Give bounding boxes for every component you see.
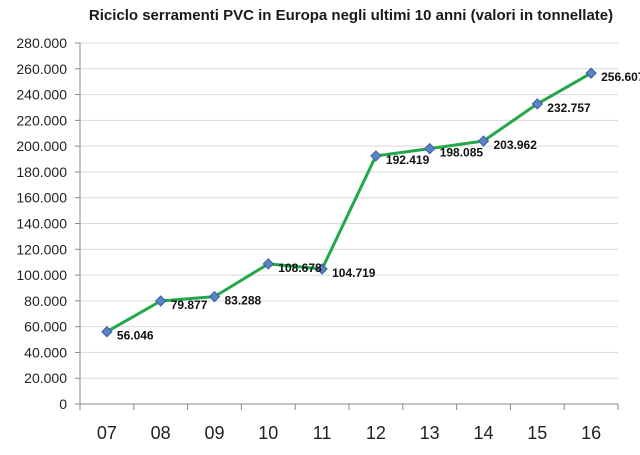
- y-tick-label: 280.000: [16, 35, 67, 51]
- y-tick-label: 60.000: [24, 319, 67, 335]
- series-line: [106, 71, 592, 334]
- data-point-marker: [154, 295, 167, 307]
- y-tick-label: 240.000: [16, 87, 67, 103]
- data-label: 256.607: [601, 70, 640, 84]
- y-tick-label: 120.000: [16, 241, 67, 257]
- data-point-marker: [262, 258, 275, 270]
- x-tick-label: 09: [204, 423, 224, 443]
- x-tick-label: 16: [581, 423, 601, 443]
- x-axis-ticks: 07 08 09 10 11 12 13 14 15 16: [97, 423, 601, 443]
- y-axis-ticks: 0 20.000 40.000 60.000 80.000 100.000 120.000 1…: [16, 35, 67, 412]
- y-tick-label: 200.000: [16, 138, 67, 154]
- data-point-marker: [101, 326, 113, 338]
- y-tick-label: 0: [59, 396, 67, 412]
- x-tick-label: 13: [420, 423, 440, 443]
- gridlines: [80, 42, 618, 379]
- data-label: 203.962: [494, 138, 538, 152]
- data-label: 104.719: [332, 266, 376, 280]
- data-point-marker: [316, 263, 328, 275]
- y-tick-label: 220.000: [16, 112, 67, 128]
- data-point-marker: [208, 290, 221, 303]
- y-tick-label: 180.000: [16, 164, 67, 180]
- data-label: 83.288: [225, 294, 262, 308]
- data-label: 232.757: [547, 101, 591, 115]
- x-tick-label: 11: [313, 423, 332, 443]
- x-tick-label: 15: [527, 423, 547, 443]
- y-tick-label: 140.000: [16, 216, 67, 232]
- data-label: 198.085: [440, 146, 484, 160]
- y-tick-label: 160.000: [16, 190, 67, 206]
- data-label: 108.678: [278, 261, 322, 275]
- data-point-marker: [585, 67, 597, 79]
- data-label: 79.877: [171, 298, 208, 312]
- data-label: 56.046: [117, 329, 154, 343]
- y-tick-label: 80.000: [24, 293, 67, 309]
- data-point-marker: [370, 150, 382, 162]
- series-line-path: [106, 71, 592, 334]
- x-tick-label: 08: [151, 423, 171, 443]
- series-markers: [101, 67, 597, 338]
- data-point-marker: [531, 98, 544, 110]
- x-tick-label: 07: [97, 423, 117, 443]
- y-tick-label: 20.000: [24, 370, 67, 386]
- y-tick-label: 40.000: [24, 344, 67, 360]
- x-tick-label: 14: [473, 423, 493, 443]
- data-point-marker: [423, 142, 436, 155]
- data-labels: 56.046 79.877 83.288 108.678 104.719 192.419 1…: [117, 70, 640, 343]
- x-tick-label: 10: [258, 423, 278, 443]
- x-tick-label: 12: [366, 423, 386, 443]
- data-label: 192.419: [386, 153, 430, 167]
- y-tick-label: 100.000: [16, 267, 67, 283]
- axes: [75, 42, 619, 410]
- chart-title: Riciclo serramenti PVC in Europa negli u…: [89, 7, 613, 24]
- data-point-marker: [477, 135, 490, 147]
- y-tick-label: 260.000: [16, 61, 67, 77]
